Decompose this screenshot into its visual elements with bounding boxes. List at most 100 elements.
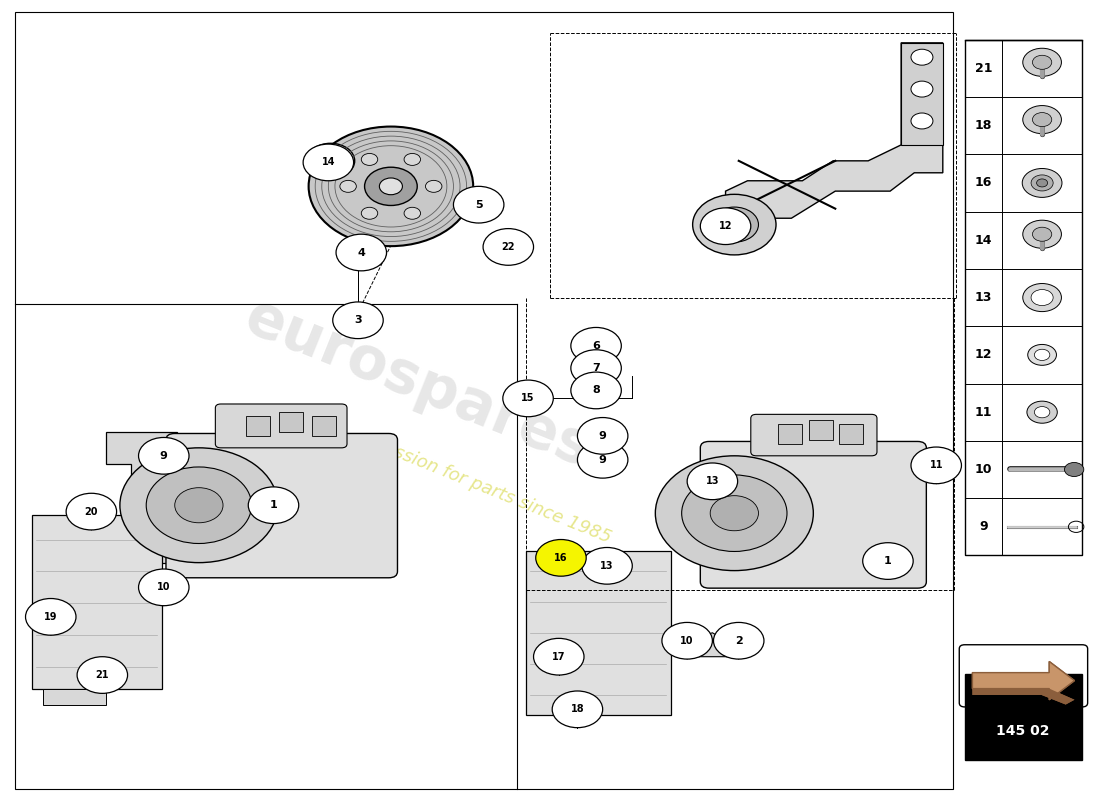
Text: 14: 14 bbox=[321, 158, 336, 167]
Circle shape bbox=[483, 229, 534, 266]
Text: 1: 1 bbox=[884, 556, 892, 566]
Circle shape bbox=[911, 50, 933, 65]
Text: 3: 3 bbox=[354, 315, 362, 326]
Circle shape bbox=[585, 374, 607, 390]
Text: 6: 6 bbox=[592, 341, 600, 350]
Text: 13: 13 bbox=[601, 561, 614, 571]
Circle shape bbox=[534, 638, 584, 675]
Circle shape bbox=[1033, 55, 1052, 70]
Text: 9: 9 bbox=[598, 431, 606, 441]
Bar bbox=[14, 12, 953, 789]
Polygon shape bbox=[693, 633, 732, 657]
Bar bbox=[246, 416, 271, 436]
Text: 10: 10 bbox=[975, 463, 992, 476]
Circle shape bbox=[571, 327, 621, 364]
Circle shape bbox=[911, 113, 933, 129]
Circle shape bbox=[1031, 175, 1053, 191]
Circle shape bbox=[585, 354, 607, 370]
Circle shape bbox=[911, 447, 961, 484]
Bar bbox=[965, 40, 1082, 555]
Bar bbox=[965, 674, 1082, 760]
Circle shape bbox=[1034, 350, 1049, 361]
Bar bbox=[808, 420, 833, 440]
Polygon shape bbox=[972, 662, 1075, 700]
Text: a passion for parts since 1985: a passion for parts since 1985 bbox=[355, 429, 614, 547]
Circle shape bbox=[1023, 283, 1062, 311]
Circle shape bbox=[379, 178, 403, 194]
FancyBboxPatch shape bbox=[166, 434, 397, 578]
Circle shape bbox=[656, 456, 813, 570]
FancyBboxPatch shape bbox=[216, 404, 346, 448]
Circle shape bbox=[1023, 220, 1062, 248]
Text: 17: 17 bbox=[552, 652, 565, 662]
Polygon shape bbox=[726, 43, 943, 218]
Text: 13: 13 bbox=[705, 476, 719, 486]
Polygon shape bbox=[972, 662, 1075, 700]
Circle shape bbox=[120, 448, 278, 562]
Circle shape bbox=[1065, 462, 1084, 477]
Circle shape bbox=[711, 207, 759, 242]
Circle shape bbox=[491, 235, 517, 254]
Text: 8: 8 bbox=[592, 386, 600, 395]
Circle shape bbox=[578, 442, 628, 478]
Circle shape bbox=[724, 217, 746, 233]
Circle shape bbox=[571, 372, 621, 409]
Circle shape bbox=[576, 328, 616, 357]
Text: 5: 5 bbox=[475, 200, 483, 210]
Circle shape bbox=[25, 598, 76, 635]
Circle shape bbox=[309, 126, 473, 246]
Circle shape bbox=[317, 150, 344, 171]
Circle shape bbox=[576, 368, 616, 397]
Text: 9: 9 bbox=[598, 454, 606, 465]
Text: 22: 22 bbox=[502, 242, 515, 252]
Circle shape bbox=[1033, 113, 1052, 126]
FancyBboxPatch shape bbox=[701, 442, 926, 588]
Text: 11: 11 bbox=[930, 460, 943, 470]
Circle shape bbox=[1023, 48, 1062, 76]
Circle shape bbox=[497, 240, 510, 250]
Text: 12: 12 bbox=[718, 222, 733, 231]
Text: 10: 10 bbox=[157, 582, 170, 592]
Circle shape bbox=[571, 350, 621, 386]
Circle shape bbox=[333, 302, 383, 338]
Bar bbox=[838, 424, 862, 444]
Circle shape bbox=[688, 463, 738, 500]
Text: 21: 21 bbox=[96, 670, 109, 680]
Polygon shape bbox=[106, 432, 177, 563]
Bar bbox=[279, 412, 304, 432]
Circle shape bbox=[139, 569, 189, 606]
Text: 16: 16 bbox=[554, 553, 568, 563]
Text: 10: 10 bbox=[681, 636, 694, 646]
Circle shape bbox=[307, 143, 354, 178]
Text: 15: 15 bbox=[521, 394, 535, 403]
Circle shape bbox=[139, 438, 189, 474]
Circle shape bbox=[361, 207, 377, 219]
Circle shape bbox=[453, 186, 504, 223]
Circle shape bbox=[66, 494, 117, 530]
Text: 18: 18 bbox=[975, 119, 992, 132]
Circle shape bbox=[340, 180, 356, 192]
Text: 4: 4 bbox=[358, 247, 365, 258]
Text: 9: 9 bbox=[160, 451, 167, 461]
Circle shape bbox=[576, 347, 616, 376]
Circle shape bbox=[701, 208, 751, 245]
Text: 13: 13 bbox=[975, 291, 992, 304]
FancyBboxPatch shape bbox=[959, 645, 1088, 707]
FancyBboxPatch shape bbox=[32, 515, 162, 689]
Circle shape bbox=[862, 542, 913, 579]
Circle shape bbox=[175, 488, 223, 522]
Circle shape bbox=[1022, 169, 1062, 198]
Circle shape bbox=[426, 180, 442, 192]
Circle shape bbox=[1023, 106, 1062, 134]
Circle shape bbox=[1034, 406, 1049, 418]
Circle shape bbox=[364, 167, 417, 206]
Circle shape bbox=[1036, 179, 1047, 187]
Circle shape bbox=[662, 622, 713, 659]
Polygon shape bbox=[43, 689, 106, 705]
Circle shape bbox=[1027, 401, 1057, 423]
Text: 16: 16 bbox=[975, 177, 992, 190]
FancyBboxPatch shape bbox=[751, 414, 877, 456]
Text: 20: 20 bbox=[85, 506, 98, 517]
Circle shape bbox=[503, 380, 553, 417]
Circle shape bbox=[536, 539, 586, 576]
